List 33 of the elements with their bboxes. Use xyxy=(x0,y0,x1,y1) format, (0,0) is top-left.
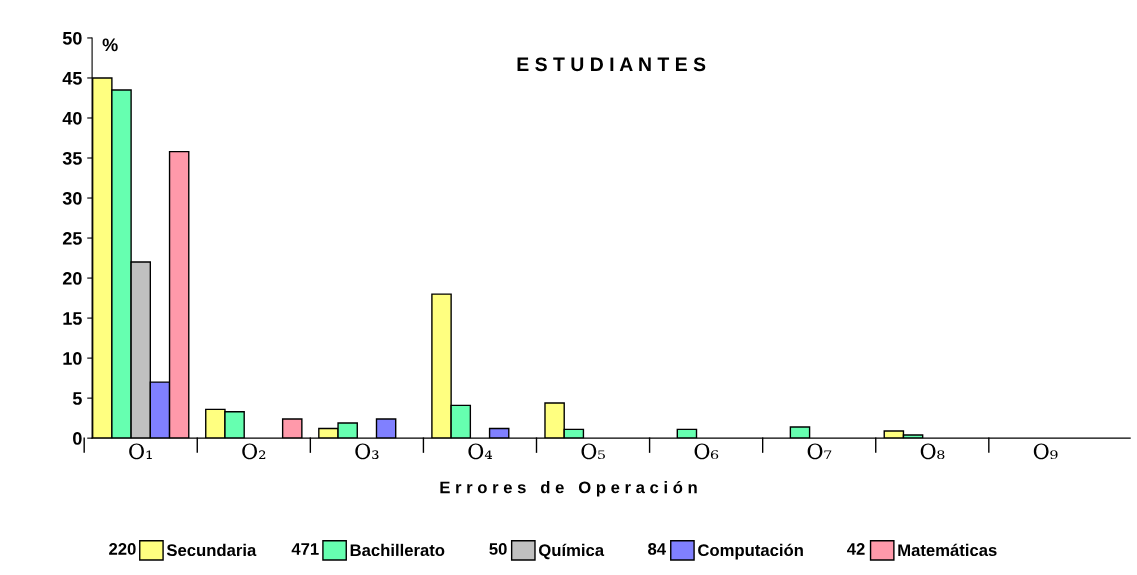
text: E S T U D I A N T E S xyxy=(517,57,706,72)
x-tick-label: O₆ xyxy=(694,443,719,460)
text: 220 xyxy=(109,543,136,555)
text: 471 xyxy=(291,543,319,555)
y-tick-label: 50 xyxy=(62,31,82,45)
legend-label: Computación xyxy=(698,543,803,560)
y-tick-label: 20 xyxy=(62,272,82,285)
y-tick-label: 10 xyxy=(63,352,82,365)
x-tick-label: O₃ xyxy=(355,443,379,460)
y-tick-label: 30 xyxy=(62,191,82,205)
y-tick-label: 0 xyxy=(73,432,82,445)
x-tick-label: O₇ xyxy=(807,443,832,460)
y-tick-label: 5 xyxy=(72,392,82,405)
x-tick-label: O₄ xyxy=(468,443,493,460)
legend-label: Matemáticas xyxy=(898,543,997,557)
x-tick-label: O₉ xyxy=(1033,443,1058,460)
y-axis-title: % xyxy=(102,38,118,52)
x-tick-label: O₈ xyxy=(920,443,945,460)
y-tick-label: 15 xyxy=(63,312,82,325)
y-tick-label: 45 xyxy=(62,72,82,85)
x-tick-label: O₅ xyxy=(581,443,605,460)
y-tick-label: 40 xyxy=(62,111,82,125)
text: 84 xyxy=(648,543,666,555)
x-tick-label: O₁ xyxy=(129,443,152,460)
x-tick-label: O₂ xyxy=(242,443,266,460)
legend-label: Secundaria xyxy=(166,543,257,557)
legend-label: Bachillerato xyxy=(350,543,445,557)
y-tick-label: 35 xyxy=(62,151,82,165)
y-tick-label: 25 xyxy=(62,231,82,245)
text: 42 xyxy=(847,543,865,555)
text: 50 xyxy=(489,543,507,555)
legend-label: Química xyxy=(539,543,605,560)
x-axis-title: E r r o r e s d e O p e r a c i ó n xyxy=(440,480,697,497)
